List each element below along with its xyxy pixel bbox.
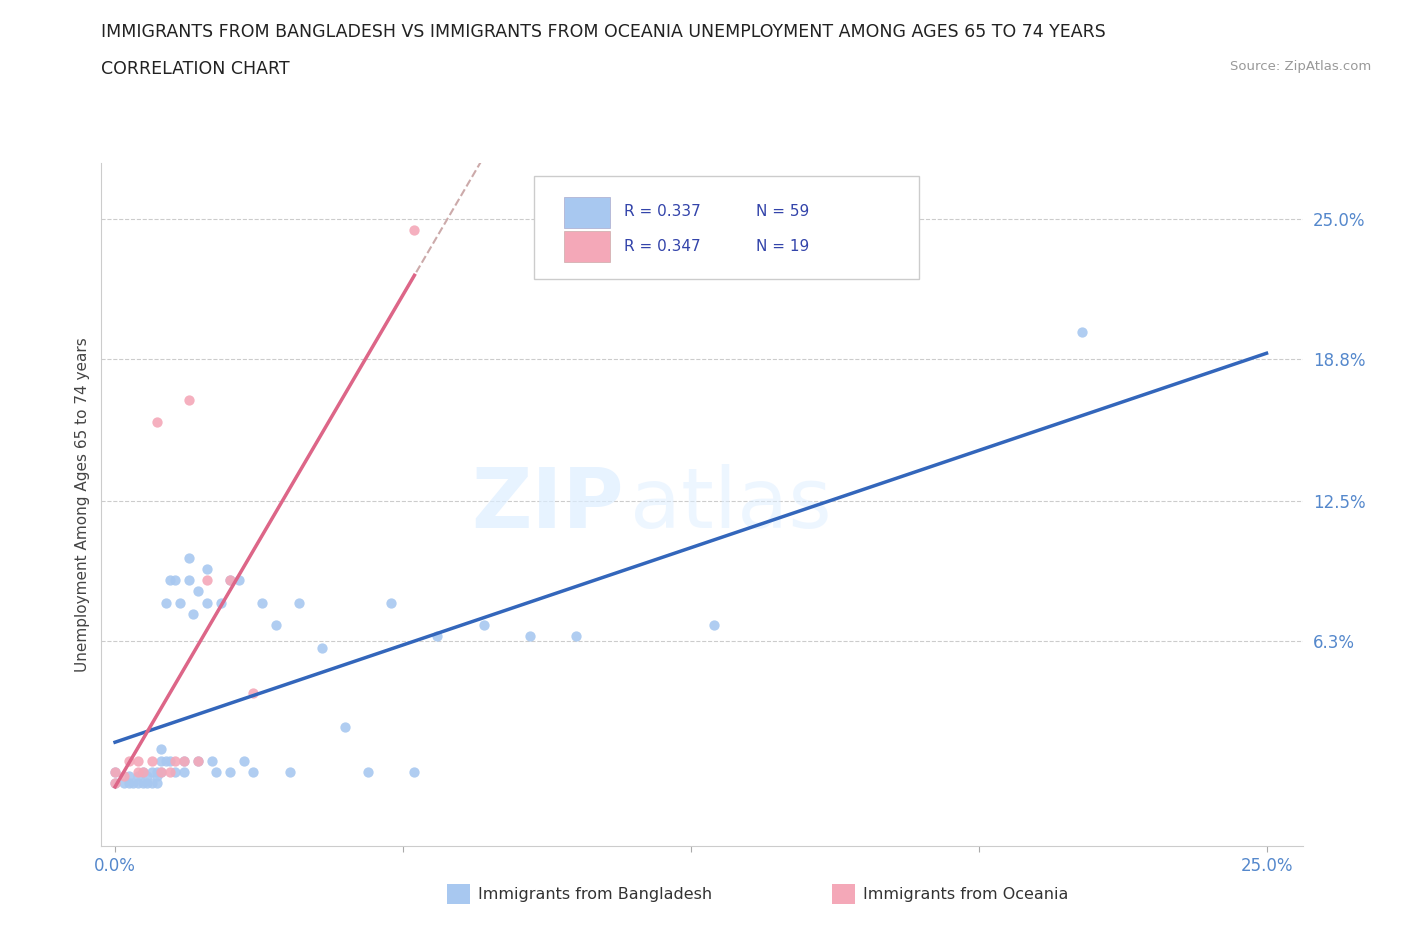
Point [177,392,200,407]
Point [357,764,380,779]
Point [145,776,167,790]
Point [155,595,177,610]
Point [163,573,186,588]
Point [155,753,177,768]
Point [404,764,426,779]
Point [150,753,173,768]
Point [278,764,301,779]
Point [288,595,311,610]
Point [219,764,242,779]
Point [519,629,541,644]
Point [112,776,135,790]
Point [219,573,242,588]
Point [187,753,209,768]
Point [426,629,449,644]
Point [195,573,218,588]
Point [228,573,250,588]
Point [252,595,274,610]
Text: Immigrants from Oceania: Immigrants from Oceania [863,887,1069,902]
Point [136,769,159,784]
Point [472,618,495,632]
Point [404,223,426,238]
Point [177,551,200,565]
Point [104,776,127,790]
Y-axis label: Unemployment Among Ages 65 to 74 years: Unemployment Among Ages 65 to 74 years [75,338,90,671]
Point [173,764,195,779]
Point [104,776,127,790]
Point [209,595,232,610]
Point [173,753,195,768]
Point [564,629,586,644]
Point [122,776,145,790]
Point [145,415,167,430]
Point [131,764,153,779]
Point [150,742,173,757]
Point [183,606,205,621]
Point [242,685,264,700]
Text: ZIP: ZIP [471,464,624,545]
Text: R = 0.347: R = 0.347 [624,239,700,254]
Point [335,719,357,734]
Text: N = 19: N = 19 [756,239,810,254]
Point [187,753,209,768]
Point [1071,325,1094,339]
Point [163,753,186,768]
Text: CORRELATION CHART: CORRELATION CHART [101,60,290,78]
Point [169,595,191,610]
Point [145,764,167,779]
Point [703,618,725,632]
Point [141,753,163,768]
Text: atlas: atlas [630,464,832,545]
Point [127,769,149,784]
Text: N = 59: N = 59 [756,205,810,219]
Point [159,753,181,768]
Point [141,776,163,790]
FancyBboxPatch shape [564,197,610,228]
Point [173,753,195,768]
FancyBboxPatch shape [564,232,610,262]
Point [145,769,167,784]
Text: Immigrants from Bangladesh: Immigrants from Bangladesh [478,887,713,902]
Point [159,573,181,588]
Point [136,776,159,790]
Point [264,618,287,632]
Point [127,776,149,790]
Point [118,769,141,784]
Point [311,641,333,656]
Point [195,595,218,610]
Text: R = 0.337: R = 0.337 [624,205,702,219]
Point [131,776,153,790]
Point [159,764,181,779]
Point [242,764,264,779]
Text: IMMIGRANTS FROM BANGLADESH VS IMMIGRANTS FROM OCEANIA UNEMPLOYMENT AMONG AGES 65: IMMIGRANTS FROM BANGLADESH VS IMMIGRANTS… [101,23,1107,41]
Point [118,776,141,790]
Point [150,764,173,779]
Text: Source: ZipAtlas.com: Source: ZipAtlas.com [1230,60,1371,73]
Point [201,753,224,768]
Point [118,753,141,768]
Point [141,764,163,779]
Point [112,769,135,784]
Point [205,764,228,779]
Point [104,764,127,779]
Point [380,595,402,610]
Point [104,764,127,779]
Point [163,764,186,779]
Point [233,753,256,768]
Point [187,584,209,599]
Point [131,764,153,779]
Point [127,753,149,768]
Point [127,764,149,779]
Point [177,573,200,588]
Point [195,562,218,577]
FancyBboxPatch shape [534,177,918,279]
Point [219,573,242,588]
Point [150,764,173,779]
